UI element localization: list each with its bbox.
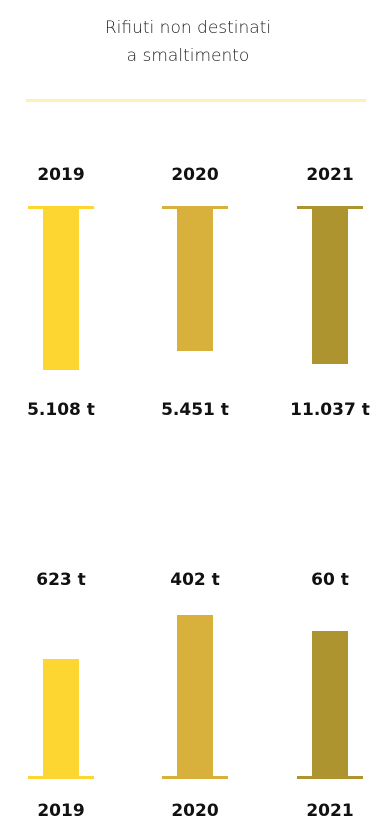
bottom-chart-bar-2020 bbox=[177, 615, 213, 777]
chart-title: Rifiuti non destinati a smaltimento bbox=[0, 14, 376, 70]
top-chart-value-label-2021: 11.037 t bbox=[290, 400, 370, 420]
bottom-chart-year-2020: 2020 bbox=[171, 801, 218, 821]
top-chart-cap-2020 bbox=[162, 206, 228, 209]
top-chart-bar-2021 bbox=[312, 207, 348, 364]
bottom-chart-baseline-2021 bbox=[297, 776, 363, 779]
chart-title-line-2: a smaltimento bbox=[126, 46, 250, 66]
bottom-chart-bar-2021 bbox=[312, 631, 348, 777]
top-chart-bar-2019 bbox=[43, 207, 79, 370]
chart-title-line-1: Rifiuti non destinati bbox=[104, 18, 272, 38]
top-chart-year-2019: 2019 bbox=[37, 165, 84, 185]
bottom-chart-bar-2019 bbox=[43, 659, 79, 777]
top-chart-value-label-2019: 5.108 t bbox=[27, 400, 95, 420]
top-chart-value-label-2020: 5.451 t bbox=[161, 400, 229, 420]
top-chart-cap-2019 bbox=[28, 206, 94, 209]
bottom-chart-year-2021: 2021 bbox=[306, 801, 353, 821]
bottom-chart-baseline-2019 bbox=[28, 776, 94, 779]
bottom-chart-value-label-2021: 60 t bbox=[311, 570, 349, 590]
bottom-chart-year-2019: 2019 bbox=[37, 801, 84, 821]
title-divider bbox=[26, 99, 366, 102]
bottom-chart-value-label-2019: 623 t bbox=[36, 570, 86, 590]
top-chart-bar-2020 bbox=[177, 207, 213, 351]
top-chart-year-2021: 2021 bbox=[306, 165, 353, 185]
top-chart-cap-2021 bbox=[297, 206, 363, 209]
top-chart-year-2020: 2020 bbox=[171, 165, 218, 185]
bottom-chart-value-label-2020: 402 t bbox=[170, 570, 220, 590]
bottom-chart-baseline-2020 bbox=[162, 776, 228, 779]
